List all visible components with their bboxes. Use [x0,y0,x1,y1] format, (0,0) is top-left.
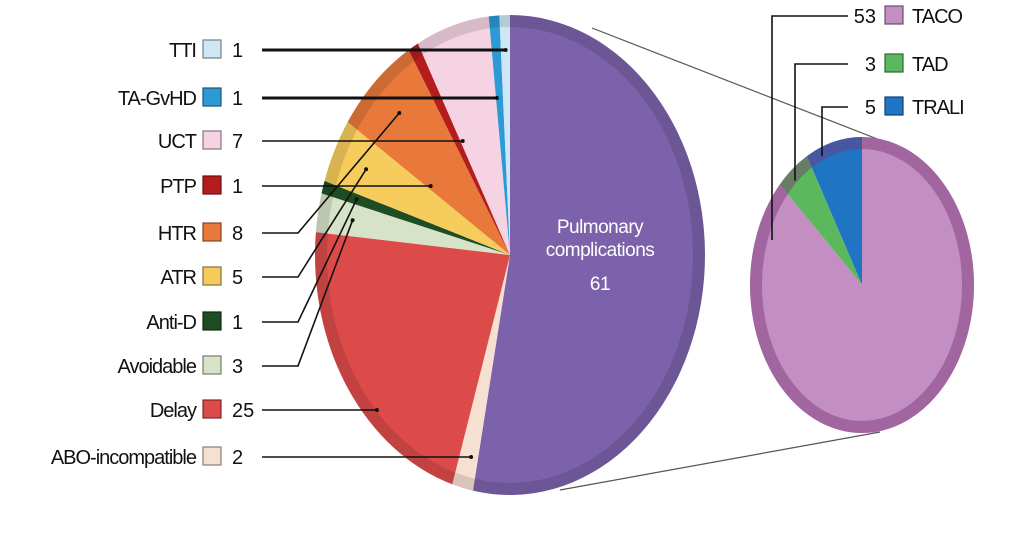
data-label-avoidable: 3 [232,356,243,378]
data-label-abo-incompatible: 2 [232,447,243,469]
data-label-tti: 1 [232,40,243,62]
leader-dot-uct [460,139,465,143]
explode-connector-lines [559,27,881,491]
center-label-line2: complications [546,240,655,261]
legend-swatch-abo-incompatible [202,446,222,466]
center-label: Pulmonary complications 61 [546,217,655,295]
slice-uct [417,16,510,256]
legend-swatch-delay [202,399,222,419]
legend-label-taco: TACO [912,6,963,28]
connector-top [591,27,881,141]
main-pie [314,15,705,495]
data-label-atr: 5 [232,267,243,289]
legend-swatch-uct [202,130,222,150]
leader-line-tad [794,63,848,181]
leader-dot-atr [364,167,369,172]
slice-pulmonary-complications [472,15,705,495]
leader-line-avoidable [262,219,354,367]
sub-pie [749,137,974,433]
slice-trali [806,137,862,285]
sub-leader-lines [771,15,848,240]
legend-swatch-htr [202,222,222,242]
main-pie-rim [315,15,705,495]
data-label-delay: 25 [232,400,254,422]
leader-dot-ta-gvhd [494,96,499,100]
leader-dot-tti [503,48,508,52]
data-label-tad: 3 [865,54,876,76]
leader-line-taco [771,15,848,240]
slice-delay [314,232,510,485]
slice-taco [749,137,974,433]
slice-ptp [408,43,510,255]
leader-line-anti-d [262,198,358,323]
slice-anti-d [321,180,510,255]
legend-swatch-tad [884,53,904,73]
sub-pie-rim [750,137,974,433]
data-label-htr: 8 [232,223,243,245]
leader-line-trali [821,106,848,157]
leader-dot-htr [397,111,402,115]
legend-label-ptp: PTP [160,176,197,198]
slice-avoidable [315,193,510,255]
main-legend: TTI 1 TA-GvHD 1 UCT 7 PTP 1 HTR 8 ATR 5 Anti-D 1 Avoid… [51,39,254,469]
legend-swatch-trali [884,96,904,116]
slice-abo-incompatible [452,255,510,491]
legend-label-uct: UCT [158,131,197,153]
data-label-ta-gvhd: 1 [232,88,243,110]
center-label-line1: Pulmonary [557,217,644,238]
legend-label-tti: TTI [169,40,196,62]
sub-legend: 53 TACO 3 TAD 5 TRALI [854,5,965,119]
legend-label-tad: TAD [912,54,948,76]
legend-swatch-taco [884,5,904,25]
leader-dot-delay [374,408,379,412]
legend-swatch-tti [202,39,222,59]
main-leader-lines [262,48,508,459]
legend-label-abo-incompatible: ABO-incompatible [51,447,197,469]
legend-swatch-ptp [202,175,222,195]
leader-dot-abo-incompatible [469,455,474,459]
legend-swatch-atr [202,266,222,286]
legend-label-anti-d: Anti-D [146,312,196,334]
center-label-value: 61 [590,274,610,295]
slice-tti [499,15,510,255]
legend-label-trali: TRALI [912,97,964,119]
legend-label-htr: HTR [158,223,197,245]
legend-label-ta-gvhd: TA-GvHD [118,88,197,110]
slice-htr [347,49,510,255]
data-label-taco: 53 [854,6,876,28]
leader-line-atr [262,168,367,278]
slice-tad [779,156,862,285]
slice-ta-gvhd [488,15,510,255]
leader-dot-avoidable [350,218,355,223]
legend-label-atr: ATR [160,267,196,289]
leader-dot-ptp [428,184,433,188]
legend-label-delay: Delay [150,400,197,422]
leader-line-htr [262,112,400,234]
data-label-uct: 7 [232,131,243,153]
legend-swatch-avoidable [202,355,222,375]
legend-label-avoidable: Avoidable [118,356,197,378]
leader-dot-anti-d [354,197,359,202]
legend-swatch-ta-gvhd [202,87,222,107]
data-label-trali: 5 [865,97,876,119]
slice-atr [324,122,510,255]
data-label-ptp: 1 [232,176,243,198]
data-label-anti-d: 1 [232,312,243,334]
legend-swatch-anti-d [202,311,222,331]
connector-bottom [559,431,881,491]
